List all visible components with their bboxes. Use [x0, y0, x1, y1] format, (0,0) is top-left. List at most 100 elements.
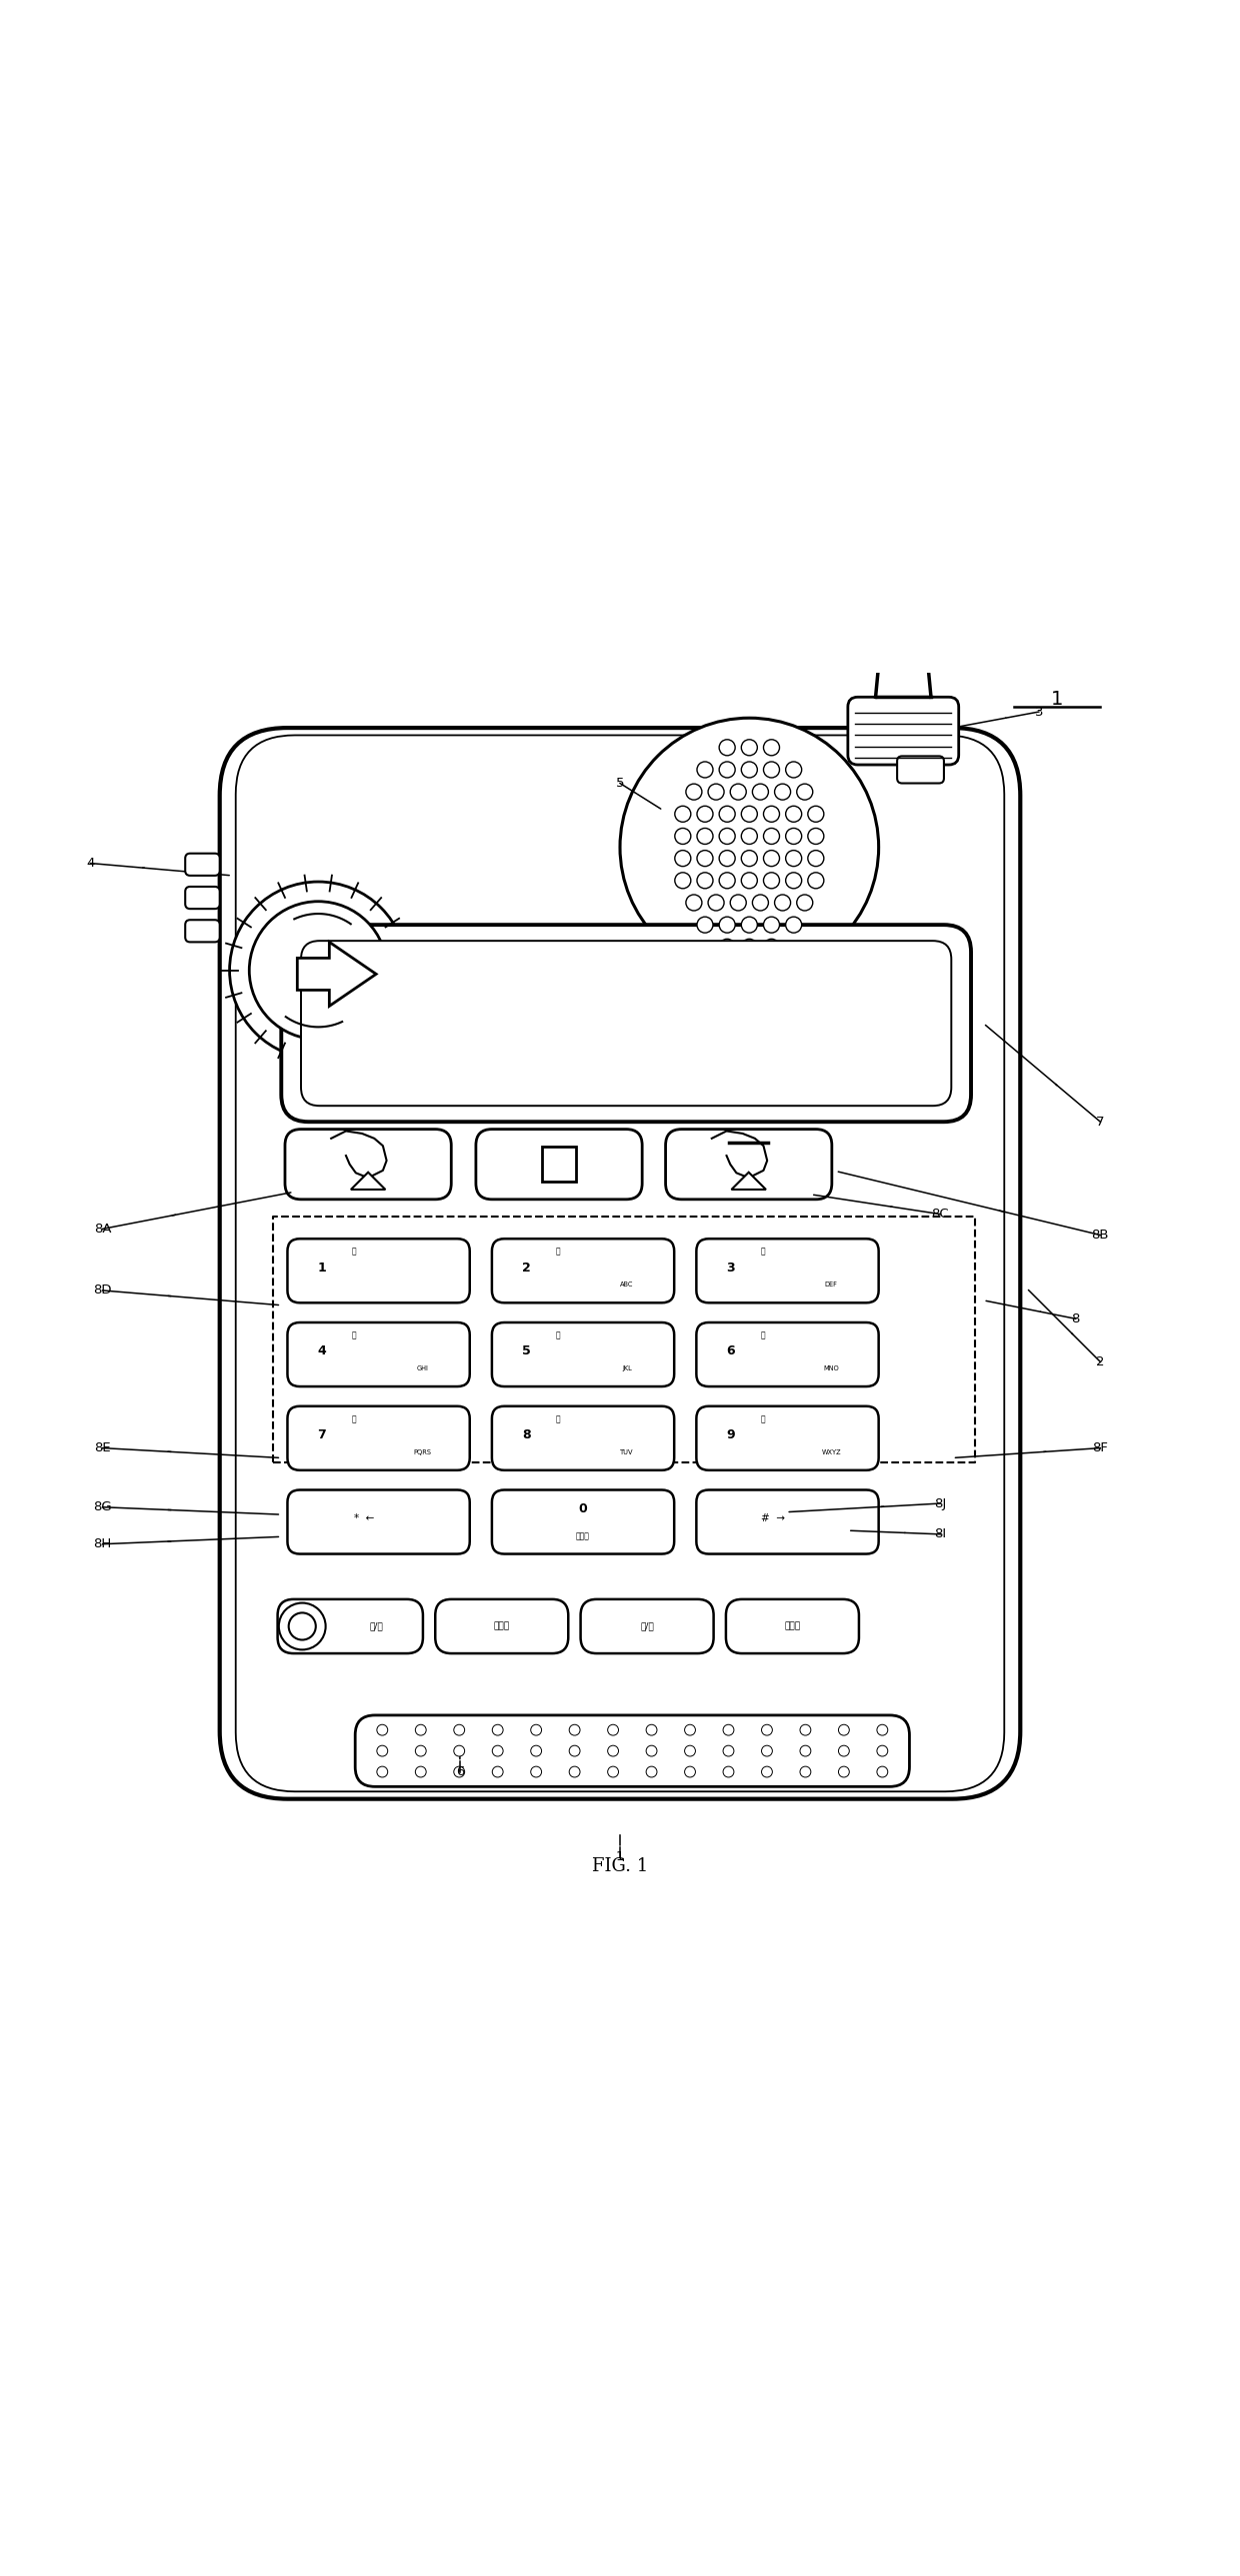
Circle shape [723, 1723, 734, 1736]
Circle shape [686, 783, 702, 799]
Circle shape [800, 1747, 811, 1757]
Circle shape [764, 827, 780, 845]
FancyBboxPatch shape [435, 1600, 568, 1654]
Circle shape [742, 873, 758, 889]
FancyBboxPatch shape [725, 1600, 859, 1654]
Circle shape [838, 1747, 849, 1757]
Circle shape [608, 1747, 619, 1757]
Circle shape [719, 917, 735, 933]
Circle shape [761, 1723, 773, 1736]
Text: 1: 1 [1052, 690, 1064, 708]
Circle shape [877, 1747, 888, 1757]
Text: FIG. 1: FIG. 1 [591, 1857, 649, 1875]
Text: 9: 9 [727, 1430, 735, 1443]
Circle shape [877, 1767, 888, 1777]
FancyBboxPatch shape [301, 940, 951, 1105]
Text: クリア: クリア [494, 1623, 510, 1631]
Circle shape [229, 881, 407, 1059]
Text: 4: 4 [317, 1345, 326, 1358]
Circle shape [675, 873, 691, 889]
Circle shape [838, 1723, 849, 1736]
Circle shape [719, 739, 735, 755]
Text: 3: 3 [727, 1262, 735, 1275]
Circle shape [569, 1747, 580, 1757]
Circle shape [807, 806, 823, 822]
Circle shape [492, 1747, 503, 1757]
Circle shape [797, 894, 812, 912]
FancyBboxPatch shape [492, 1239, 675, 1303]
Text: 8B: 8B [1091, 1229, 1109, 1242]
FancyBboxPatch shape [288, 1321, 470, 1386]
Circle shape [742, 739, 758, 755]
Text: ナ: ナ [556, 1332, 560, 1340]
Circle shape [753, 894, 769, 912]
Circle shape [454, 1767, 465, 1777]
FancyBboxPatch shape [288, 1239, 470, 1303]
Text: 8: 8 [522, 1430, 531, 1443]
Text: ABC: ABC [620, 1283, 634, 1288]
Text: TUV: TUV [620, 1450, 634, 1455]
FancyBboxPatch shape [542, 1146, 577, 1182]
Text: 2: 2 [522, 1262, 531, 1275]
Text: 8D: 8D [93, 1283, 112, 1296]
FancyBboxPatch shape [492, 1321, 675, 1386]
Circle shape [764, 850, 780, 866]
Text: *  ←: * ← [353, 1515, 374, 1525]
Text: PQRS: PQRS [413, 1450, 432, 1455]
FancyBboxPatch shape [697, 1239, 879, 1303]
Circle shape [797, 783, 812, 799]
Circle shape [742, 850, 758, 866]
Circle shape [608, 1767, 619, 1777]
Circle shape [764, 873, 780, 889]
Text: JKL: JKL [622, 1365, 631, 1370]
Text: 8C: 8C [931, 1208, 949, 1221]
Text: ハ: ハ [760, 1332, 765, 1340]
Text: 8E: 8E [94, 1443, 112, 1455]
FancyBboxPatch shape [492, 1406, 675, 1471]
Text: 5: 5 [616, 778, 624, 791]
Circle shape [742, 827, 758, 845]
Circle shape [684, 1747, 696, 1757]
Text: 8H: 8H [93, 1538, 112, 1551]
Circle shape [569, 1723, 580, 1736]
FancyBboxPatch shape [697, 1406, 879, 1471]
Text: GHI: GHI [417, 1365, 428, 1370]
Circle shape [723, 1767, 734, 1777]
Circle shape [675, 827, 691, 845]
Text: 7: 7 [1096, 1115, 1105, 1128]
FancyBboxPatch shape [185, 886, 219, 909]
Circle shape [697, 850, 713, 866]
Text: 8G: 8G [93, 1502, 112, 1515]
FancyBboxPatch shape [492, 1489, 675, 1553]
Circle shape [719, 850, 735, 866]
Circle shape [807, 827, 823, 845]
Text: 8: 8 [1071, 1311, 1080, 1324]
Text: マ: マ [352, 1414, 356, 1425]
Text: 6: 6 [455, 1765, 464, 1777]
Circle shape [764, 917, 780, 933]
Circle shape [708, 894, 724, 912]
Circle shape [708, 783, 724, 799]
Text: 仮/英: 仮/英 [640, 1623, 653, 1631]
Circle shape [786, 917, 802, 933]
FancyBboxPatch shape [278, 1600, 423, 1654]
Circle shape [723, 1747, 734, 1757]
Text: 5: 5 [522, 1345, 531, 1358]
Text: タ: タ [352, 1332, 356, 1340]
Circle shape [838, 1767, 849, 1777]
Text: 0: 0 [579, 1502, 588, 1515]
Circle shape [492, 1767, 503, 1777]
Text: カ: カ [556, 1247, 560, 1257]
Circle shape [646, 1767, 657, 1777]
Circle shape [697, 806, 713, 822]
Circle shape [620, 719, 879, 976]
Circle shape [279, 1602, 326, 1649]
FancyBboxPatch shape [219, 729, 1021, 1798]
Circle shape [646, 1747, 657, 1757]
Circle shape [742, 762, 758, 778]
Circle shape [786, 850, 802, 866]
Circle shape [742, 806, 758, 822]
Text: ツ: ツ [556, 1414, 560, 1425]
FancyBboxPatch shape [666, 1128, 832, 1200]
Circle shape [697, 762, 713, 778]
